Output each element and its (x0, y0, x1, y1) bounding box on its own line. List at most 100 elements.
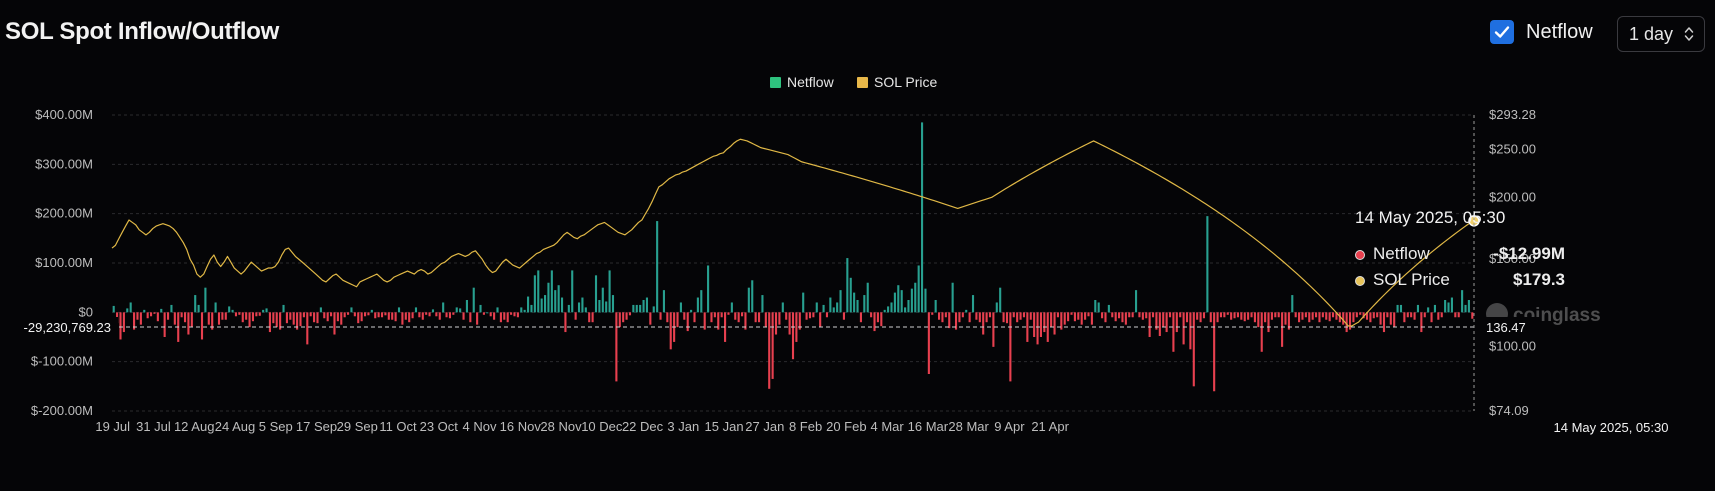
netflow-bar (1284, 312, 1287, 325)
chart-area[interactable]: Netflow SOL Price coinglass $400.00M $300.… (0, 70, 1715, 491)
crosshair-left-box (4, 317, 118, 337)
netflow-bar (887, 306, 890, 313)
netflow-bar (1230, 312, 1233, 320)
netflow-bar (1026, 312, 1029, 342)
netflow-bar (1304, 312, 1307, 318)
netflow-bar (649, 312, 652, 325)
netflow-bar (941, 312, 944, 323)
netflow-bar (988, 312, 992, 318)
netflow-bar (133, 312, 136, 330)
netflow-bar (401, 312, 404, 325)
netflow-bar (676, 312, 679, 328)
netflow-bar (764, 312, 767, 328)
netflow-bar (544, 295, 547, 313)
netflow-bar (971, 295, 975, 313)
netflow-price-chart[interactable]: Netflow SOL Price coinglass $400.00M$300.… (0, 70, 1715, 491)
netflow-bar (863, 295, 866, 313)
tooltip-price-label: SOL Price (1373, 270, 1450, 289)
netflow-bar (221, 312, 224, 320)
netflow-bar (527, 296, 530, 313)
netflow-bar (669, 312, 672, 350)
netflow-bar (1454, 312, 1457, 318)
netflow-bar (917, 265, 920, 313)
netflow-bar (931, 312, 934, 315)
netflow-bar (1396, 304, 1399, 313)
netflow-bar (217, 312, 221, 325)
chevron-updown-icon (1684, 27, 1694, 41)
netflow-bar (1202, 312, 1206, 319)
netflow-bar (1250, 312, 1253, 318)
netflow-checkbox[interactable] (1490, 20, 1514, 44)
x-tick-label: 23 Oct (420, 419, 459, 434)
netflow-bar (245, 312, 248, 320)
netflow-bar (1260, 312, 1263, 352)
netflow-bar (1182, 312, 1185, 345)
netflow-bar (897, 285, 900, 313)
netflow-bar (1179, 312, 1182, 318)
netflow-bar (1236, 312, 1239, 318)
netflow-bar (921, 122, 924, 313)
netflow-bar (493, 312, 496, 320)
x-tick-label: 8 Feb (789, 419, 822, 434)
netflow-bar (296, 312, 299, 330)
netflow-bar (866, 282, 869, 313)
netflow-bar (1461, 290, 1464, 313)
netflow-bar (853, 292, 856, 313)
netflow-bar (1199, 312, 1202, 323)
netflow-bar (387, 312, 390, 320)
netflow-bar (166, 312, 170, 320)
netflow-bar (588, 312, 591, 323)
netflow-bar (316, 312, 319, 324)
tooltip-netflow-label: Netflow (1373, 244, 1430, 263)
netflow-bar (350, 307, 353, 313)
netflow-bar (265, 308, 268, 313)
netflow-bar (944, 312, 947, 318)
netflow-bar (639, 304, 642, 313)
netflow-toggle[interactable]: Netflow (1490, 20, 1593, 44)
netflow-bar (343, 312, 346, 318)
netflow-bar (251, 312, 255, 322)
netflow-bar (1355, 312, 1358, 318)
netflow-bar (761, 295, 764, 313)
netflow-bar (954, 312, 958, 330)
netflow-bar (1073, 312, 1076, 322)
netflow-bar (856, 300, 859, 313)
netflow-bar (1141, 312, 1144, 320)
netflow-bar (122, 312, 125, 333)
netflow-bar (163, 312, 166, 337)
netflow-bar (1264, 312, 1267, 323)
netflow-bar (1274, 312, 1277, 318)
legend-swatch (770, 77, 781, 88)
netflow-bar (870, 312, 873, 318)
netflow-bar (384, 312, 387, 316)
netflow-bar (126, 308, 129, 313)
netflow-bar (479, 304, 482, 313)
netflow-bar (1124, 312, 1127, 325)
netflow-bar (961, 312, 964, 318)
netflow-bar (958, 312, 961, 323)
netflow-bar (289, 312, 292, 320)
netflow-bar (1104, 312, 1107, 323)
netflow-bar (214, 302, 217, 313)
interval-select[interactable]: 1 day (1617, 16, 1705, 52)
netflow-bar (204, 287, 207, 313)
netflow-bar (1039, 312, 1042, 337)
x-tick-label: 12 Aug (174, 419, 215, 434)
netflow-bar (496, 307, 499, 313)
netflow-bar (465, 300, 468, 313)
netflow-bar (183, 312, 187, 323)
netflow-bar (1002, 312, 1005, 323)
netflow-bar (594, 275, 598, 313)
netflow-bar (1379, 312, 1382, 325)
netflow-bar (1287, 312, 1290, 330)
netflow-bar (1223, 312, 1226, 318)
netflow-bar (1101, 312, 1104, 319)
netflow-bar (299, 312, 302, 327)
netflow-bar (615, 312, 618, 382)
netflow-bar (992, 312, 995, 347)
netflow-bar (839, 290, 842, 313)
netflow-bar (306, 312, 309, 345)
netflow-bar (357, 312, 360, 324)
netflow-bar (1022, 312, 1026, 318)
netflow-bar (948, 312, 951, 329)
